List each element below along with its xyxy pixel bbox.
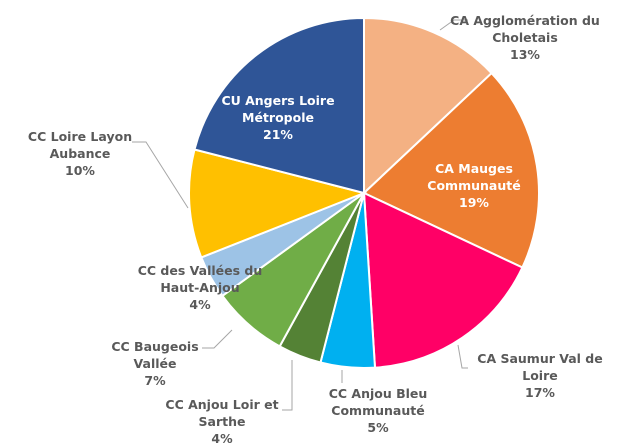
leader-line	[132, 141, 189, 209]
slice-label: CA Agglomération du Choletais 13%	[450, 12, 600, 63]
category-name: CC Anjou Loir et Sarthe	[165, 397, 279, 429]
value-label: 4%	[189, 297, 211, 312]
pie-slice	[188, 148, 368, 259]
category-name: CU Angers Loire Métropole	[221, 93, 335, 125]
slice-label: CA Mauges Communauté 19%	[419, 160, 529, 211]
pie-slice	[193, 16, 365, 195]
category-name: CC Baugeois Vallée	[111, 339, 199, 371]
leader-line	[202, 329, 233, 349]
leader-line	[457, 344, 468, 369]
category-name: CC des Vallées du Haut-Anjou	[137, 263, 263, 295]
value-label: 10%	[65, 163, 95, 178]
category-name: CA Agglomération du Choletais	[450, 13, 600, 45]
category-name: CC Loire Layon Aubance	[27, 129, 133, 161]
value-label: 13%	[510, 47, 540, 62]
pie-slice	[362, 71, 540, 269]
slice-label: CC Anjou Bleu Communauté 5%	[318, 385, 438, 436]
pie-slice	[362, 191, 524, 369]
slice-label: CU Angers Loire Métropole 21%	[218, 92, 338, 143]
leader-lines	[132, 19, 468, 411]
slice-label: CC Loire Layon Aubance 10%	[15, 128, 145, 179]
slice-label: CC Baugeois Vallée 7%	[110, 338, 200, 389]
value-label: 4%	[211, 431, 233, 446]
category-name: CA Mauges Communauté	[427, 161, 521, 193]
slice-label: CA Saumur Val de Loire 17%	[470, 350, 610, 401]
leader-line	[439, 19, 468, 31]
slice-label: CC Anjou Loir et Sarthe 4%	[157, 396, 287, 447]
pie-slice	[363, 16, 493, 196]
value-label: 7%	[144, 373, 166, 388]
leader-line	[282, 360, 293, 411]
value-label: 5%	[367, 420, 389, 435]
value-label: 19%	[459, 195, 489, 210]
value-label: 21%	[263, 127, 293, 142]
category-name: CC Anjou Bleu Communauté	[328, 386, 428, 418]
slice-label: CC des Vallées du Haut-Anjou 4%	[125, 262, 275, 313]
category-name: CA Saumur Val de Loire	[477, 351, 603, 383]
value-label: 17%	[525, 385, 555, 400]
